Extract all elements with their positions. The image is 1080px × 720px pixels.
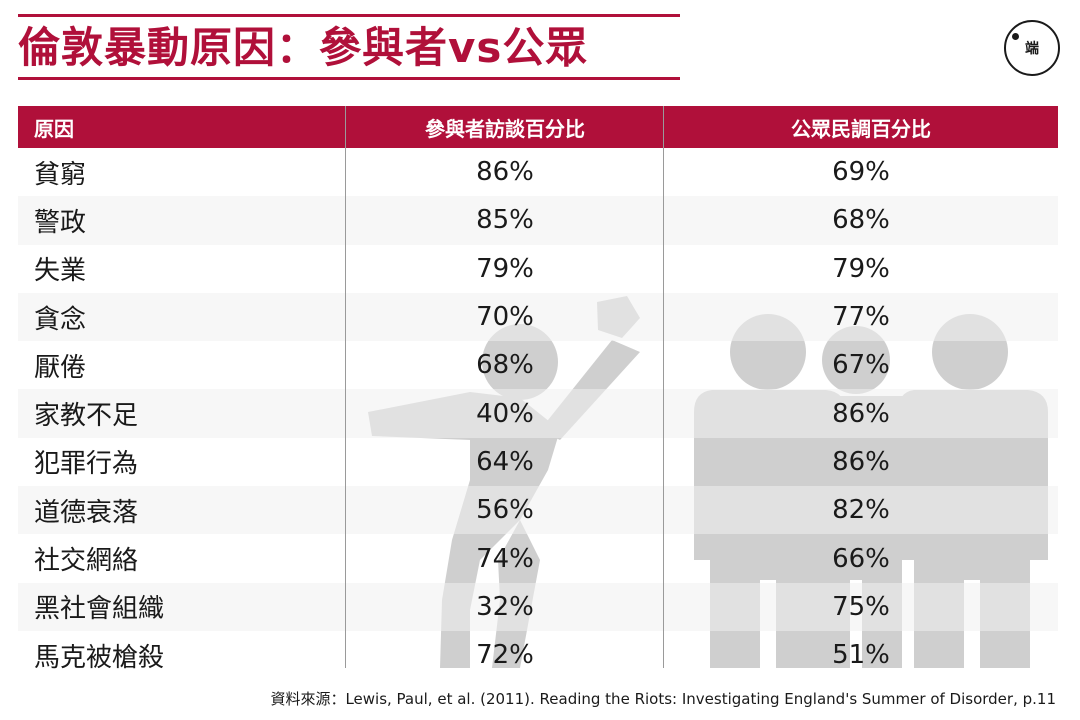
row-participants-value: 70% [476, 302, 534, 333]
row-public-value: 66% [832, 543, 890, 574]
row-cause: 貪念 [34, 304, 87, 335]
row-participants-value: 56% [476, 495, 534, 526]
row-public-value: 77% [832, 302, 890, 333]
row-public-value: 75% [832, 591, 890, 622]
riot-causes-table: 原因 參與者訪談百分比 公眾民調百分比 貧窮 86% 69% 警政 85% 68% 失業 79… [18, 106, 1058, 679]
header-participants: 參與者訪談百分比 [425, 116, 585, 141]
header-public: 公眾民調百分比 [791, 116, 931, 141]
title-block: 倫敦暴動原因：參與者vs公眾 [18, 14, 680, 80]
source-note: 資料來源：Lewis, Paul, et al. (2011). Reading… [270, 690, 1056, 708]
row-participants-value: 72% [476, 640, 534, 671]
row-participants-value: 32% [476, 591, 534, 622]
logo-dot [1012, 33, 1019, 40]
table-row: 貧窮 86% 69% [18, 148, 1058, 196]
table-row: 失業 79% 79% [18, 245, 1058, 293]
column-divider-1 [345, 106, 346, 668]
title-top-rule [18, 14, 680, 17]
row-public-value: 67% [832, 350, 890, 381]
row-cause: 道德衰落 [34, 497, 139, 528]
row-public-value: 51% [832, 640, 890, 671]
row-participants-value: 64% [476, 446, 534, 477]
table-row: 犯罪行為 64% 86% [18, 438, 1058, 486]
table-row: 道德衰落 56% 82% [18, 486, 1058, 535]
row-cause: 貧窮 [34, 159, 87, 190]
row-participants-value: 79% [476, 253, 534, 284]
row-cause: 厭倦 [34, 352, 87, 383]
row-participants-value: 86% [476, 157, 534, 188]
row-participants-value: 85% [476, 205, 534, 236]
row-public-value: 69% [832, 157, 890, 188]
table-row: 黑社會組織 32% 75% [18, 582, 1058, 631]
row-cause: 馬克被槍殺 [34, 642, 165, 673]
table-body: 貧窮 86% 69% 警政 85% 68% 失業 79% 79% 貪念 70% 77% 厭倦 68% 67%… [18, 148, 1058, 679]
brand-logo: 端 [1004, 20, 1060, 76]
row-public-value: 86% [832, 446, 890, 477]
page-title: 倫敦暴動原因：參與者vs公眾 [18, 23, 589, 72]
row-participants-value: 40% [476, 398, 534, 429]
table-row: 社交網絡 74% 66% [18, 534, 1058, 582]
column-divider-2 [663, 106, 664, 668]
table-row: 馬克被槍殺 72% 51% [18, 631, 1058, 679]
row-participants-value: 68% [476, 350, 534, 381]
header-cause: 原因 [34, 116, 74, 141]
row-cause: 警政 [34, 207, 87, 238]
row-public-value: 82% [832, 495, 890, 526]
row-participants-value: 74% [476, 543, 534, 574]
row-cause: 失業 [34, 256, 87, 287]
row-cause: 社交網絡 [34, 546, 139, 577]
table-row: 厭倦 68% 67% [18, 341, 1058, 389]
row-cause: 犯罪行為 [34, 449, 139, 480]
row-public-value: 79% [832, 253, 890, 284]
table-header: 原因 參與者訪談百分比 公眾民調百分比 [18, 106, 1058, 148]
row-public-value: 86% [832, 398, 890, 429]
table-row: 家教不足 40% 86% [18, 389, 1058, 438]
row-cause: 家教不足 [34, 401, 139, 432]
logo-text: 端 [1025, 41, 1039, 57]
row-public-value: 68% [832, 205, 890, 236]
row-cause: 黑社會組織 [34, 594, 165, 625]
table-row: 警政 85% 68% [18, 196, 1058, 245]
table-row: 貪念 70% 77% [18, 292, 1058, 342]
title-bottom-rule [18, 77, 680, 80]
